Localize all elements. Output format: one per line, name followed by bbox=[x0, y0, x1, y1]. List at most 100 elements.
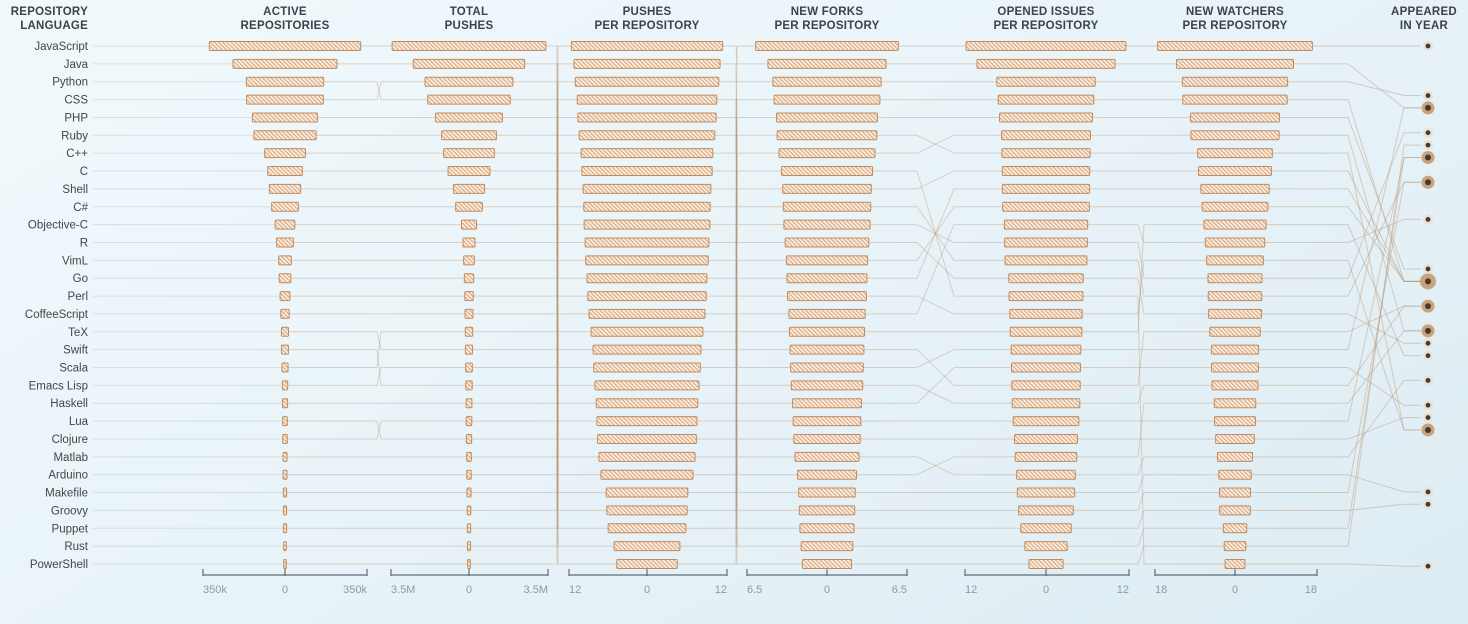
bar-pushes_per_repository-Shell[interactable] bbox=[596, 416, 698, 427]
bar-opened_issues_per_repository-Go[interactable] bbox=[976, 58, 1116, 69]
bar-active_repositories-Haskell[interactable] bbox=[281, 398, 289, 409]
bar-active_repositories-Emacs Lisp[interactable] bbox=[281, 380, 289, 391]
bar-pushes_per_repository-CoffeeScript[interactable] bbox=[581, 166, 713, 177]
language-label-Shell[interactable]: Shell bbox=[62, 184, 88, 196]
language-label-Perl[interactable]: Perl bbox=[68, 291, 88, 303]
bar-new_forks_per_repository-Arduino[interactable] bbox=[792, 416, 862, 427]
bar-new_watchers_per_repository-Objective-C[interactable] bbox=[1206, 255, 1264, 266]
bar-new_forks_per_repository-PHP[interactable] bbox=[786, 273, 868, 284]
language-label-C#[interactable]: C# bbox=[73, 202, 88, 214]
bar-pushes_per_repository-Makefile[interactable] bbox=[590, 326, 704, 337]
bar-total_pushes-CoffeeScript[interactable] bbox=[464, 308, 474, 319]
bar-active_repositories-CoffeeScript[interactable] bbox=[280, 308, 290, 319]
bar-new_forks_per_repository-VimL[interactable] bbox=[796, 469, 858, 480]
bar-opened_issues_per_repository-Python[interactable] bbox=[1001, 130, 1091, 141]
bar-total_pushes-C[interactable] bbox=[447, 166, 491, 177]
language-label-VimL[interactable]: VimL bbox=[62, 255, 89, 267]
bar-new_forks_per_repository-C++[interactable] bbox=[776, 130, 878, 141]
bar-total_pushes-Emacs Lisp[interactable] bbox=[465, 362, 473, 373]
language-label-Arduino[interactable]: Arduino bbox=[48, 470, 88, 482]
bar-active_repositories-JavaScript[interactable] bbox=[208, 41, 362, 51]
bar-pushes_per_repository-Clojure[interactable] bbox=[578, 130, 716, 141]
language-label-Emacs Lisp[interactable]: Emacs Lisp bbox=[29, 380, 88, 392]
bar-new_watchers_per_repository-C#[interactable] bbox=[1204, 237, 1266, 248]
bar-pushes_per_repository-Objective-C[interactable] bbox=[598, 451, 696, 462]
bar-new_watchers_per_repository-CSS[interactable] bbox=[1189, 112, 1281, 123]
bar-new_watchers_per_repository-Ruby[interactable] bbox=[1201, 201, 1269, 212]
bar-total_pushes-Ruby[interactable] bbox=[441, 130, 497, 141]
bar-opened_issues_per_repository-PowerShell[interactable] bbox=[1028, 558, 1064, 569]
bar-total_pushes-VimL[interactable] bbox=[463, 255, 475, 266]
bar-new_watchers_per_repository-Haskell[interactable] bbox=[1207, 308, 1263, 319]
bar-pushes_per_repository-Go[interactable] bbox=[570, 41, 724, 51]
bar-active_repositories-Lua[interactable] bbox=[282, 416, 288, 427]
language-label-Haskell[interactable]: Haskell bbox=[50, 398, 88, 410]
bar-total_pushes-Makefile[interactable] bbox=[466, 487, 472, 498]
language-label-Python[interactable]: Python bbox=[52, 77, 88, 89]
bar-total_pushes-Java[interactable] bbox=[412, 58, 526, 69]
bar-new_watchers_per_repository-Go[interactable] bbox=[1176, 58, 1294, 69]
bar-opened_issues_per_repository-PHP[interactable] bbox=[1001, 183, 1091, 194]
bar-pushes_per_repository-CSS[interactable] bbox=[616, 558, 678, 569]
bar-new_forks_per_repository-C#[interactable] bbox=[788, 308, 866, 319]
bar-opened_issues_per_repository-Perl[interactable] bbox=[1016, 469, 1076, 480]
bar-total_pushes-Groovy[interactable] bbox=[466, 505, 472, 516]
bar-active_repositories-C++[interactable] bbox=[264, 148, 306, 159]
bar-new_forks_per_repository-Makefile[interactable] bbox=[799, 523, 855, 534]
bar-new_watchers_per_repository-Scala[interactable] bbox=[1207, 291, 1263, 302]
bar-active_repositories-Rust[interactable] bbox=[283, 541, 287, 552]
bar-new_watchers_per_repository-Clojure[interactable] bbox=[1207, 273, 1263, 284]
bar-pushes_per_repository-Puppet[interactable] bbox=[587, 291, 707, 302]
bar-opened_issues_per_repository-C#[interactable] bbox=[1003, 219, 1089, 230]
language-label-Objective-C[interactable]: Objective-C bbox=[28, 220, 88, 232]
language-label-R[interactable]: R bbox=[80, 237, 88, 249]
bar-new_forks_per_repository-C[interactable] bbox=[780, 166, 874, 177]
bar-total_pushes-Rust[interactable] bbox=[466, 541, 472, 552]
bar-opened_issues_per_repository-Objective-C[interactable] bbox=[1009, 308, 1083, 319]
bar-pushes_per_repository-C[interactable] bbox=[592, 344, 702, 355]
bar-new_watchers_per_repository-C++[interactable] bbox=[1197, 148, 1273, 159]
bar-new_watchers_per_repository-VimL[interactable] bbox=[1213, 398, 1257, 409]
bar-total_pushes-CSS[interactable] bbox=[424, 76, 514, 87]
bar-active_repositories-Ruby[interactable] bbox=[253, 130, 317, 141]
bar-new_forks_per_repository-Shell[interactable] bbox=[788, 326, 866, 337]
bar-active_repositories-Shell[interactable] bbox=[268, 183, 302, 194]
bar-new_watchers_per_repository-Makefile[interactable] bbox=[1219, 505, 1251, 516]
bar-total_pushes-Arduino[interactable] bbox=[466, 469, 472, 480]
bar-pushes_per_repository-TeX[interactable] bbox=[585, 255, 709, 266]
bar-active_repositories-Groovy[interactable] bbox=[282, 505, 288, 516]
bar-new_watchers_per_repository-Java[interactable] bbox=[1198, 166, 1272, 177]
language-label-Puppet[interactable]: Puppet bbox=[52, 523, 89, 535]
bar-new_watchers_per_repository-PowerShell[interactable] bbox=[1223, 541, 1247, 552]
bar-active_repositories-TeX[interactable] bbox=[280, 326, 290, 337]
bar-pushes_per_repository-Java[interactable] bbox=[606, 505, 688, 516]
bar-new_forks_per_repository-CoffeeScript[interactable] bbox=[790, 362, 864, 373]
language-label-Go[interactable]: Go bbox=[73, 273, 88, 285]
bar-pushes_per_repository-Python[interactable] bbox=[600, 469, 694, 480]
bar-pushes_per_repository-C++[interactable] bbox=[593, 362, 701, 373]
bar-pushes_per_repository-Lua[interactable] bbox=[582, 183, 712, 194]
bar-new_forks_per_repository-JavaScript[interactable] bbox=[773, 94, 881, 105]
bar-active_repositories-Swift[interactable] bbox=[281, 344, 289, 355]
bar-opened_issues_per_repository-Arduino[interactable] bbox=[1012, 416, 1080, 427]
bar-new_watchers_per_repository-JavaScript[interactable] bbox=[1182, 94, 1288, 105]
bar-active_repositories-Perl[interactable] bbox=[279, 291, 291, 302]
bar-active_repositories-VimL[interactable] bbox=[278, 255, 292, 266]
bar-new_forks_per_repository-Matlab[interactable] bbox=[793, 433, 861, 444]
bar-new_watchers_per_repository-Emacs Lisp[interactable] bbox=[1211, 362, 1259, 373]
language-label-PHP[interactable]: PHP bbox=[64, 112, 88, 124]
language-label-PowerShell[interactable]: PowerShell bbox=[30, 559, 88, 571]
language-label-C[interactable]: C bbox=[80, 166, 88, 178]
bar-active_repositories-CSS[interactable] bbox=[246, 94, 324, 105]
bar-total_pushes-PHP[interactable] bbox=[435, 112, 503, 123]
language-label-Swift[interactable]: Swift bbox=[63, 345, 89, 357]
bar-new_forks_per_repository-Java[interactable] bbox=[782, 183, 872, 194]
bar-active_repositories-PowerShell[interactable] bbox=[283, 558, 287, 569]
bar-new_forks_per_repository-Puppet[interactable] bbox=[800, 541, 854, 552]
bar-total_pushes-Shell[interactable] bbox=[452, 183, 486, 194]
bar-total_pushes-C#[interactable] bbox=[455, 201, 483, 212]
bar-pushes_per_repository-Haskell[interactable] bbox=[577, 112, 717, 123]
bar-total_pushes-Scala[interactable] bbox=[464, 326, 474, 337]
bar-total_pushes-Objective-C[interactable] bbox=[460, 219, 478, 230]
language-label-Ruby[interactable]: Ruby bbox=[61, 130, 88, 142]
